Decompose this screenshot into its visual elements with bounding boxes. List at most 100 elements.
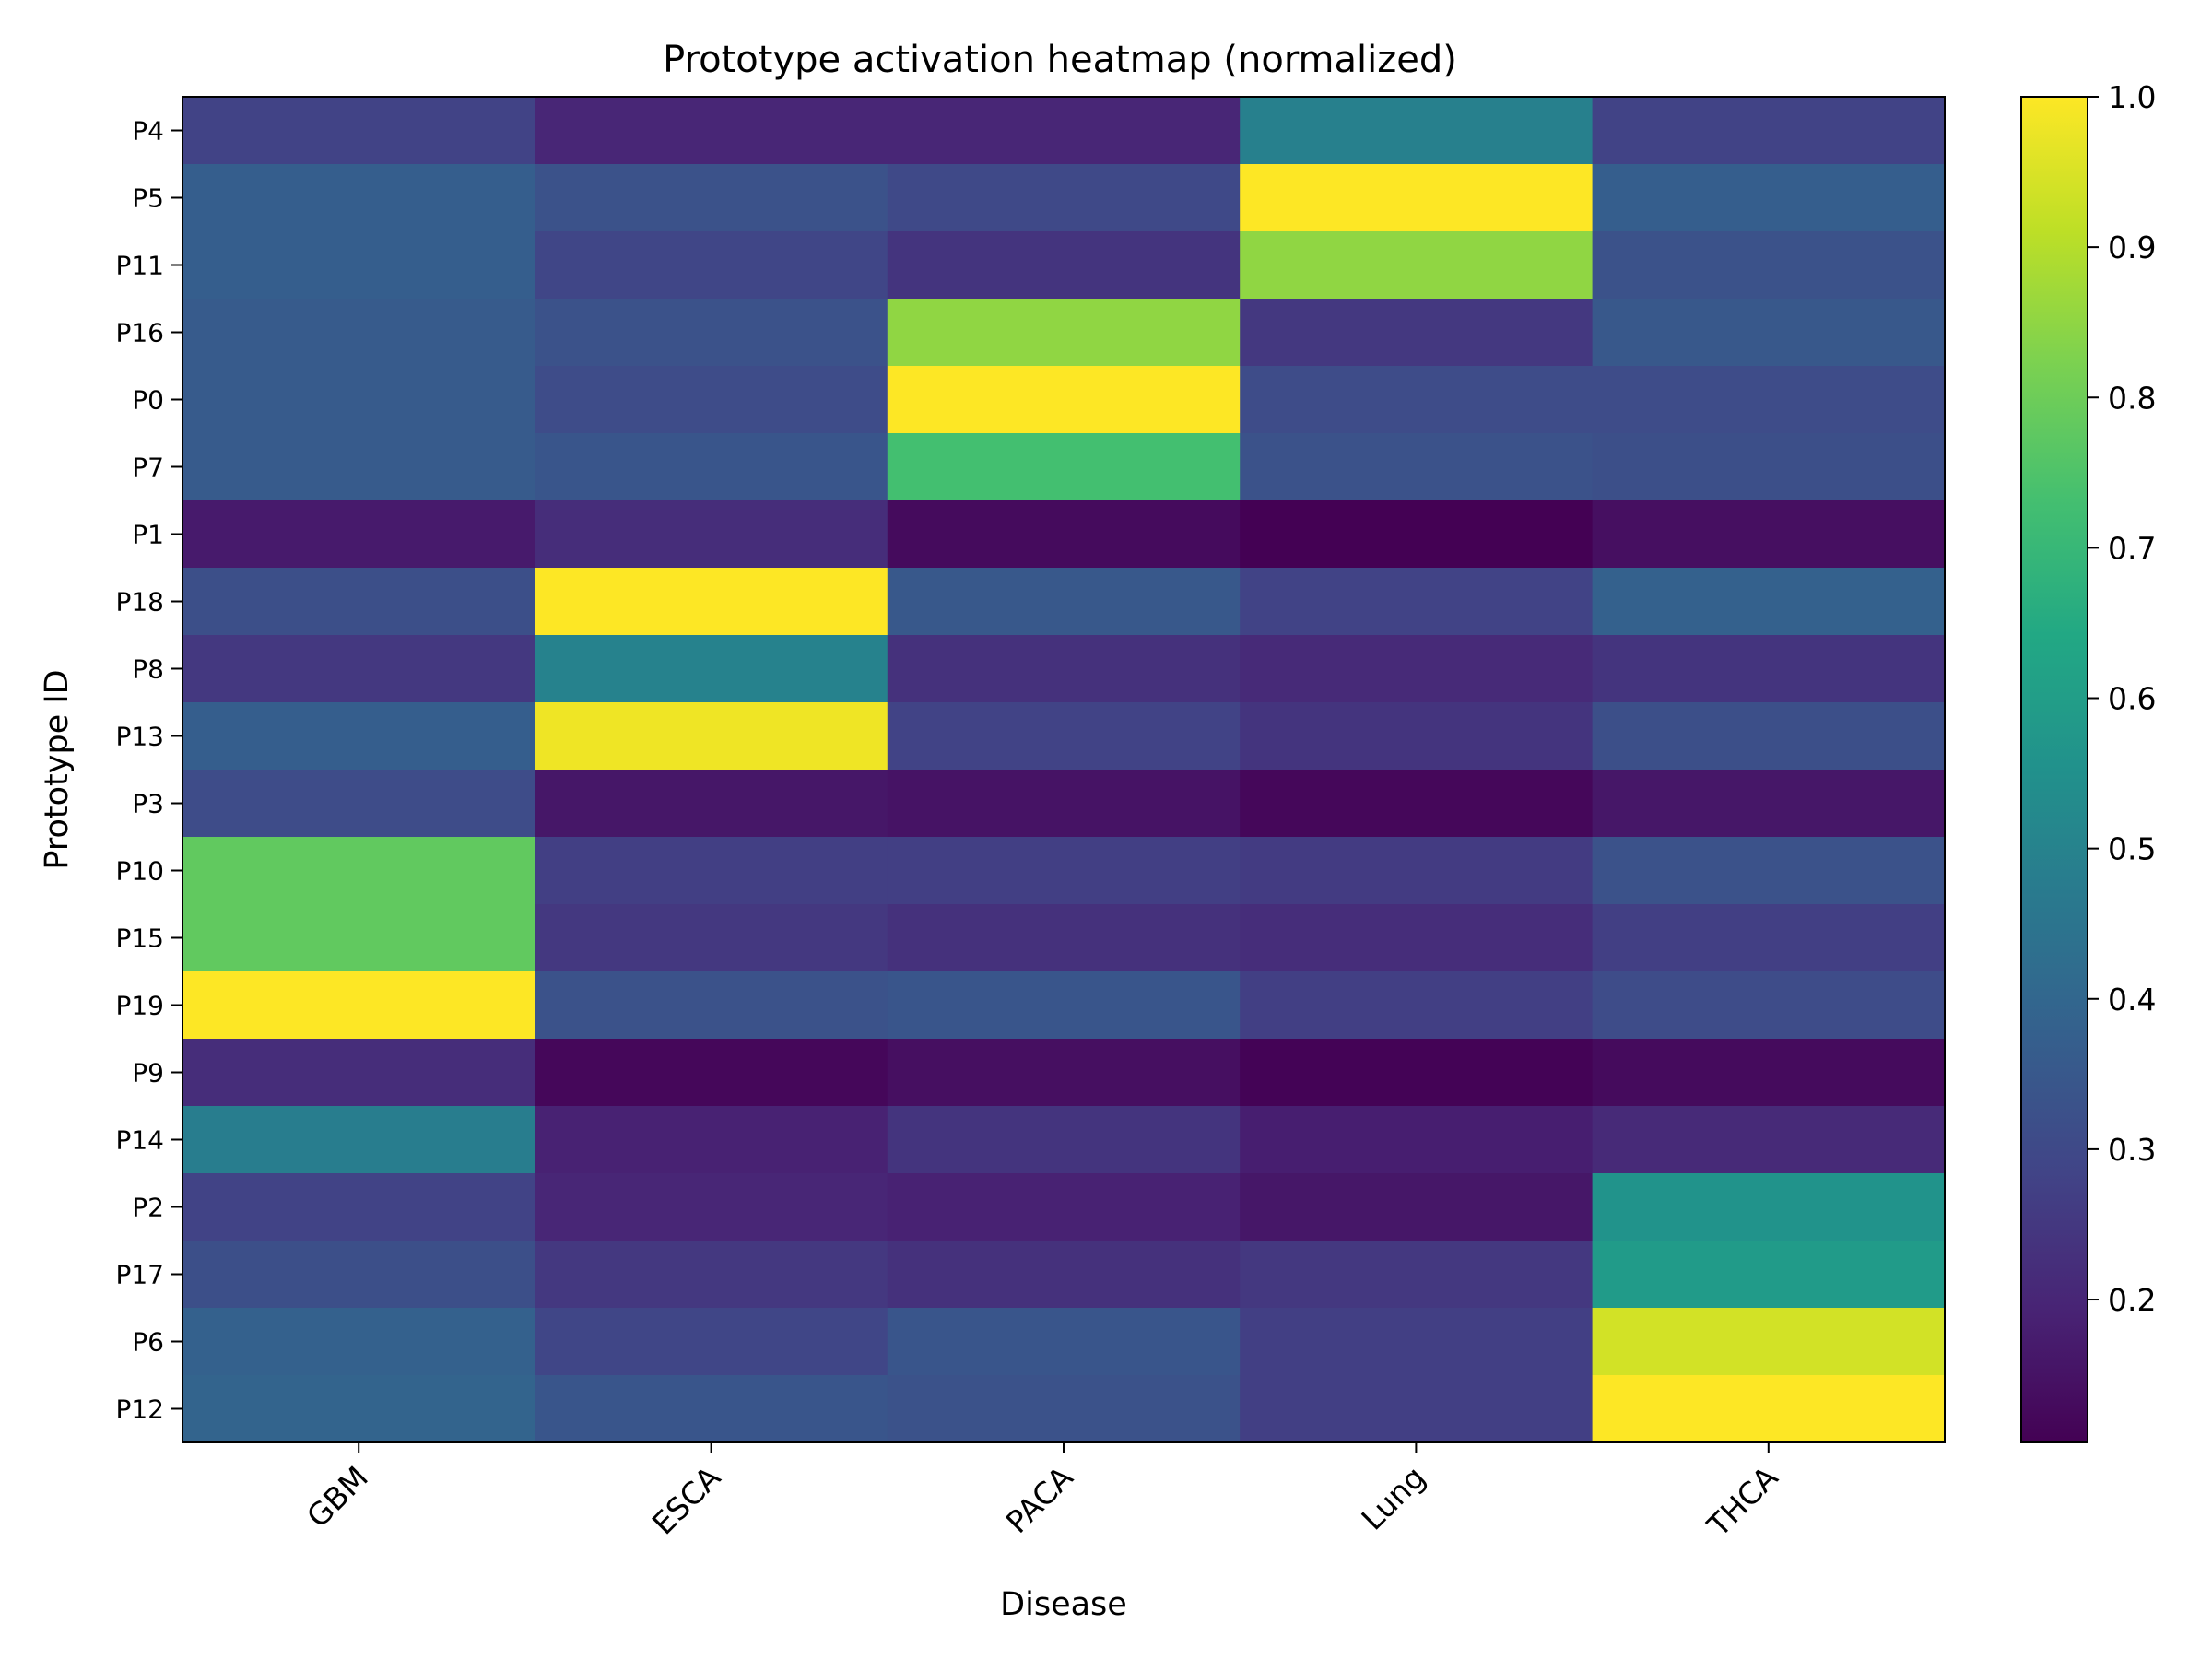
heatmap-cell [1592,1241,1946,1309]
heatmap-cell [1240,770,1594,838]
heatmap-cell [887,164,1241,232]
colorbar-tick-label: 1.0 [2108,79,2156,115]
y-tick-label: P19 [115,991,164,1021]
y-tick-label: P15 [115,924,164,954]
heatmap-cell [182,366,535,434]
heatmap-cell [1240,635,1594,703]
heatmap-cell [535,702,888,771]
x-axis-label: Disease [1000,1586,1127,1623]
y-tick-label: P11 [115,251,164,281]
heatmap-cell [887,702,1241,771]
heatmap-cell [1240,702,1594,771]
x-tick-label: ESCA [645,1459,728,1542]
y-tick-label: P0 [132,385,164,416]
heatmap-cell [535,971,888,1040]
heatmap-cell [182,1039,535,1107]
heatmap-cell [182,1173,535,1241]
heatmap-cell [1592,770,1946,838]
heatmap-cell [1592,299,1946,367]
heatmap-cell [535,1308,888,1376]
x-tick-label: THCA [1700,1459,1785,1545]
heatmap-cell [887,366,1241,434]
colorbar-frame [2020,96,2088,1443]
heatmap-cell [1240,433,1594,501]
heatmap-cell [1592,500,1946,569]
colorbar-tick-label: 0.9 [2108,229,2156,265]
heatmap-cell [887,635,1241,703]
colorbar-tick-label: 0.8 [2108,380,2156,416]
heatmap-cell [1592,366,1946,434]
x-tick-label: GBM [300,1459,375,1535]
y-tick-label: P1 [132,520,164,550]
heatmap-cell [182,702,535,771]
heatmap-cell [887,971,1241,1040]
heatmap-cell [1240,1173,1594,1241]
y-tick-label: P5 [132,183,164,214]
y-tick-label: P4 [132,116,164,147]
heatmap-cell [1240,1241,1594,1309]
heatmap-cell [1240,299,1594,367]
heatmap-cell [1592,1106,1946,1174]
y-tick-label: P8 [132,654,164,685]
heatmap-cell [535,904,888,972]
heatmap-cell [535,500,888,569]
heatmap-cell [535,1375,888,1443]
heatmap-cell [1592,1308,1946,1376]
y-tick-label: P7 [132,453,164,483]
heatmap-cell [1592,231,1946,300]
colorbar-tick-label: 0.7 [2108,530,2156,566]
heatmap-cell [887,299,1241,367]
colorbar-tick-label: 0.5 [2108,831,2156,867]
y-tick-label: P18 [115,587,164,618]
heatmap-cell [887,1173,1241,1241]
heatmap-cell [887,1106,1241,1174]
heatmap-cell [887,1308,1241,1376]
heatmap-cell [887,837,1241,905]
chart-title: Prototype activation heatmap (normalized… [663,39,1457,81]
heatmap-cell [1240,1106,1594,1174]
y-tick-label: P14 [115,1125,164,1156]
heatmap-cell [182,500,535,569]
heatmap-cell [182,1308,535,1376]
heatmap-cell [535,1106,888,1174]
heatmap-cell [535,1173,888,1241]
heatmap-cell [1592,164,1946,232]
heatmap-cell [182,837,535,905]
y-tick-label: P17 [115,1260,164,1290]
heatmap-cell [535,433,888,501]
y-axis-label: Prototype ID [39,669,76,869]
colorbar-tick-label: 0.6 [2108,681,2156,717]
heatmap-cell [887,500,1241,569]
heatmap-cell [182,635,535,703]
y-tick-label: P2 [132,1193,164,1223]
heatmap-cell [182,231,535,300]
heatmap-cell [182,433,535,501]
heatmap-cell [887,568,1241,636]
heatmap-cell [887,1375,1241,1443]
heatmap-cells [182,97,1946,1443]
heatmap-cell [182,770,535,838]
heatmap-cell [1240,971,1594,1040]
heatmap-cell [535,568,888,636]
heatmap-cell [1240,97,1594,165]
heatmap-cell [535,1241,888,1309]
heatmap-cell [1592,1173,1946,1241]
heatmap-cell [1592,1039,1946,1107]
heatmap-cell [1592,433,1946,501]
heatmap-cell [1592,97,1946,165]
y-tick-label: P9 [132,1058,164,1088]
heatmap-cell [535,635,888,703]
colorbar-tick-label: 0.2 [2108,1282,2156,1318]
heatmap-cell [1240,837,1594,905]
colorbar-ticks: 0.2 0.3 0.4 0.5 0.6 0.7 0.8 0.9 1.0 [2088,79,2156,1318]
heatmap-cell [1240,1039,1594,1107]
heatmap-cell [887,1241,1241,1309]
heatmap-cell [1240,1375,1594,1443]
heatmap-cell [182,1241,535,1309]
heatmap-cell [887,231,1241,300]
heatmap-cell [535,164,888,232]
heatmap-cell [182,971,535,1040]
heatmap-cell [1240,568,1594,636]
x-tick-label: PACA [999,1459,1080,1540]
